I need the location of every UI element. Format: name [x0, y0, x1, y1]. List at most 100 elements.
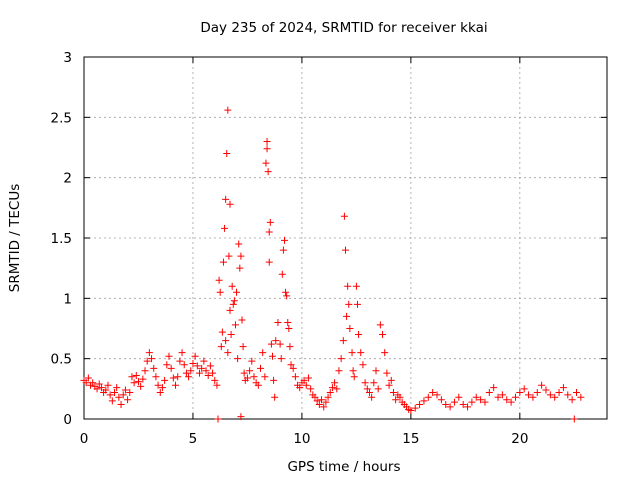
data-point [481, 398, 489, 406]
data-point [180, 361, 188, 369]
data-point [291, 373, 299, 381]
data-point [237, 252, 245, 260]
data-point [279, 246, 287, 254]
data-point [215, 276, 223, 284]
data-point [361, 379, 369, 387]
data-point [387, 376, 395, 384]
data-point [283, 292, 291, 300]
data-point [331, 379, 339, 387]
data-point [200, 357, 208, 365]
data-point [204, 372, 212, 380]
data-point [221, 224, 229, 232]
data-point [340, 212, 348, 220]
data-point [229, 300, 237, 308]
data-point [206, 362, 214, 370]
data-point [318, 396, 326, 404]
data-point [328, 384, 336, 392]
data-point [442, 401, 450, 409]
data-point [353, 300, 361, 308]
data-point [226, 200, 234, 208]
data-point [268, 352, 276, 360]
data-point [119, 391, 127, 399]
data-point [174, 373, 182, 381]
data-point [357, 349, 365, 357]
data-point [359, 361, 367, 369]
data-point [163, 361, 171, 369]
data-point [134, 378, 142, 386]
data-point [265, 258, 273, 266]
data-point [172, 381, 180, 389]
x-tick-label: 10 [293, 431, 310, 447]
y-axis-label: SRMTID / TECUs [7, 184, 23, 292]
data-point [372, 367, 380, 375]
data-point [450, 398, 458, 406]
data-point [224, 106, 232, 114]
data-point [219, 258, 227, 266]
data-point [130, 379, 138, 387]
data-point [243, 374, 251, 382]
data-point [152, 373, 160, 381]
data-point [213, 381, 221, 389]
data-point [178, 349, 186, 357]
data-point [267, 340, 275, 348]
data-point [108, 397, 116, 405]
data-point [289, 364, 297, 372]
data-point [191, 352, 199, 360]
data-point [315, 401, 323, 409]
axis-ticks: 0 5 10 15 20 0 0.5 1 1.5 2 2.5 3 [51, 50, 607, 447]
data-point [472, 393, 480, 401]
data-point [385, 381, 393, 389]
data-point [538, 381, 546, 389]
data-point [296, 384, 304, 392]
x-tick-label: 0 [80, 431, 89, 447]
data-point [346, 325, 354, 332]
data-point [322, 398, 330, 406]
data-point [187, 367, 195, 375]
data-point [113, 384, 121, 392]
data-point [564, 391, 572, 399]
x-tick-label: 5 [189, 431, 198, 447]
data-point [546, 391, 554, 399]
data-point [344, 282, 352, 290]
data-point [262, 159, 270, 167]
data-point [195, 369, 203, 377]
data-point [214, 415, 222, 423]
data-point [106, 391, 114, 399]
data-point [559, 384, 567, 392]
data-point [420, 397, 428, 405]
data-point [236, 264, 244, 272]
data-point [128, 373, 136, 381]
data-point [145, 349, 153, 357]
data-point [494, 393, 502, 401]
data-point [263, 137, 271, 145]
data-point [95, 380, 103, 388]
data-point [274, 318, 282, 326]
data-point [115, 393, 123, 401]
data-point [429, 388, 437, 396]
data-point [339, 337, 347, 345]
data-point [235, 240, 243, 248]
data-point [217, 343, 225, 351]
data-point [261, 373, 269, 381]
data-point [326, 388, 334, 396]
data-point [411, 404, 419, 412]
data-point [167, 364, 175, 372]
data-point [379, 331, 387, 339]
data-point [240, 369, 248, 377]
data-point [352, 282, 360, 290]
data-point [551, 393, 559, 401]
data-point [198, 364, 206, 372]
data-points [80, 106, 585, 423]
data-point [271, 393, 279, 401]
data-point [276, 340, 284, 348]
data-point [363, 385, 371, 393]
data-point [124, 396, 132, 404]
data-point [376, 321, 384, 329]
y-tick-label: 0.5 [51, 352, 72, 368]
data-point [381, 349, 389, 357]
data-point [374, 385, 382, 393]
data-point [459, 401, 467, 409]
data-point [104, 381, 112, 389]
data-point [148, 355, 156, 363]
